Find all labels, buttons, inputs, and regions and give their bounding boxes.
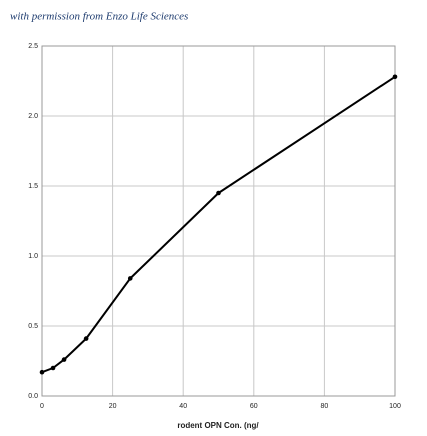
data-point [61, 357, 67, 362]
data-point [50, 365, 56, 371]
x-tick-label: 40 [179, 403, 187, 410]
x-axis-label: rodent OPN Con. (ng/ [177, 421, 259, 430]
y-tick-label: 0.5 [28, 323, 38, 330]
data-point [127, 276, 133, 281]
annotation: with permission from Enzo Life Sciences [10, 11, 188, 23]
data-point [392, 74, 398, 80]
plot-frame [41, 45, 396, 397]
y-tick-label: 2.0 [28, 113, 38, 120]
x-tick-label: 80 [321, 403, 329, 410]
y-tick-label: 0.0 [28, 393, 38, 400]
data-point [83, 336, 89, 341]
x-tick-label: 0 [40, 403, 44, 410]
x-tick-label: 60 [250, 403, 258, 410]
x-tick-label: 20 [109, 403, 117, 410]
data-line [41, 75, 396, 374]
y-tick-label: 1.0 [28, 253, 38, 260]
data-point [216, 190, 221, 196]
y-tick-label: 2.5 [28, 43, 38, 50]
x-tick-label: 100 [389, 403, 401, 410]
data-point [39, 369, 45, 375]
y-tick-label: 1.5 [28, 183, 38, 190]
